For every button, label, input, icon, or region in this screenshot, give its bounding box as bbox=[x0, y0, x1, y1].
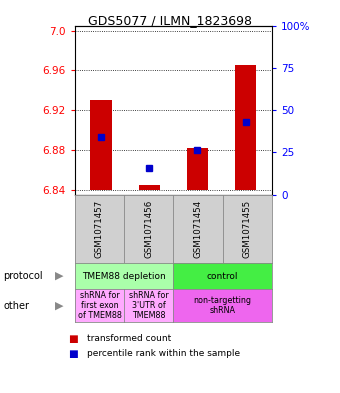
Bar bbox=[138, 185, 160, 189]
Text: TMEM88 depletion: TMEM88 depletion bbox=[82, 272, 166, 281]
Text: ▶: ▶ bbox=[55, 301, 64, 310]
Text: GSM1071456: GSM1071456 bbox=[144, 200, 153, 258]
Text: GSM1071457: GSM1071457 bbox=[95, 200, 104, 258]
Text: ▶: ▶ bbox=[55, 271, 64, 281]
Text: GDS5077 / ILMN_1823698: GDS5077 / ILMN_1823698 bbox=[88, 14, 252, 27]
Text: ■: ■ bbox=[68, 349, 78, 359]
Text: non-targetting
shRNA: non-targetting shRNA bbox=[194, 296, 252, 315]
Text: GSM1071454: GSM1071454 bbox=[193, 200, 203, 258]
Text: protocol: protocol bbox=[3, 271, 43, 281]
Bar bbox=[187, 148, 208, 189]
Text: shRNA for
3'UTR of
TMEM88: shRNA for 3'UTR of TMEM88 bbox=[129, 291, 169, 320]
Text: control: control bbox=[207, 272, 238, 281]
Text: percentile rank within the sample: percentile rank within the sample bbox=[87, 349, 240, 358]
Text: GSM1071455: GSM1071455 bbox=[243, 200, 252, 258]
Text: other: other bbox=[3, 301, 29, 310]
Text: transformed count: transformed count bbox=[87, 334, 171, 343]
Bar bbox=[90, 100, 112, 189]
Text: shRNA for
first exon
of TMEM88: shRNA for first exon of TMEM88 bbox=[78, 291, 121, 320]
Bar bbox=[235, 65, 256, 189]
Text: ■: ■ bbox=[68, 334, 78, 344]
